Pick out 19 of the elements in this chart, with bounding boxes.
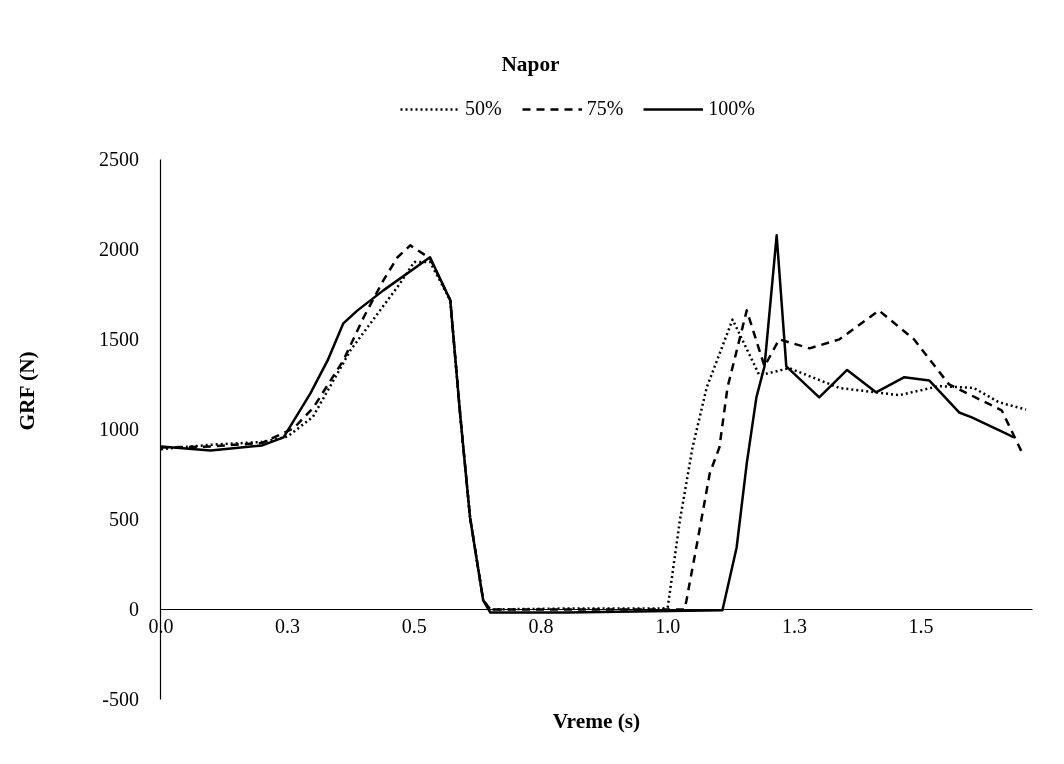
legend-title: Napor — [501, 51, 561, 76]
y-tick-label: 2000 — [98, 238, 139, 261]
y-tick-label: -500 — [102, 688, 139, 711]
legend-label: 100% — [708, 97, 756, 120]
legend-label: 50% — [465, 97, 502, 120]
y-axis-title: GRF (N) — [14, 351, 39, 431]
x-tick-label: 0.5 — [401, 615, 427, 638]
y-tick-label: 500 — [108, 508, 139, 531]
x-axis-title: Vreme (s) — [552, 708, 641, 733]
x-tick-label: 1.5 — [908, 615, 934, 638]
x-tick-label: 0.8 — [528, 615, 554, 638]
y-tick-label: 1500 — [98, 328, 139, 351]
legend-label: 75% — [586, 97, 624, 120]
y-tick-label: 1000 — [98, 418, 139, 441]
x-tick-label: 1.0 — [655, 615, 681, 638]
y-tick-label: 2500 — [98, 148, 139, 171]
x-tick-label: 0.3 — [275, 615, 301, 638]
y-tick-label: 0 — [128, 598, 139, 621]
x-tick-label: 1.3 — [781, 615, 807, 638]
